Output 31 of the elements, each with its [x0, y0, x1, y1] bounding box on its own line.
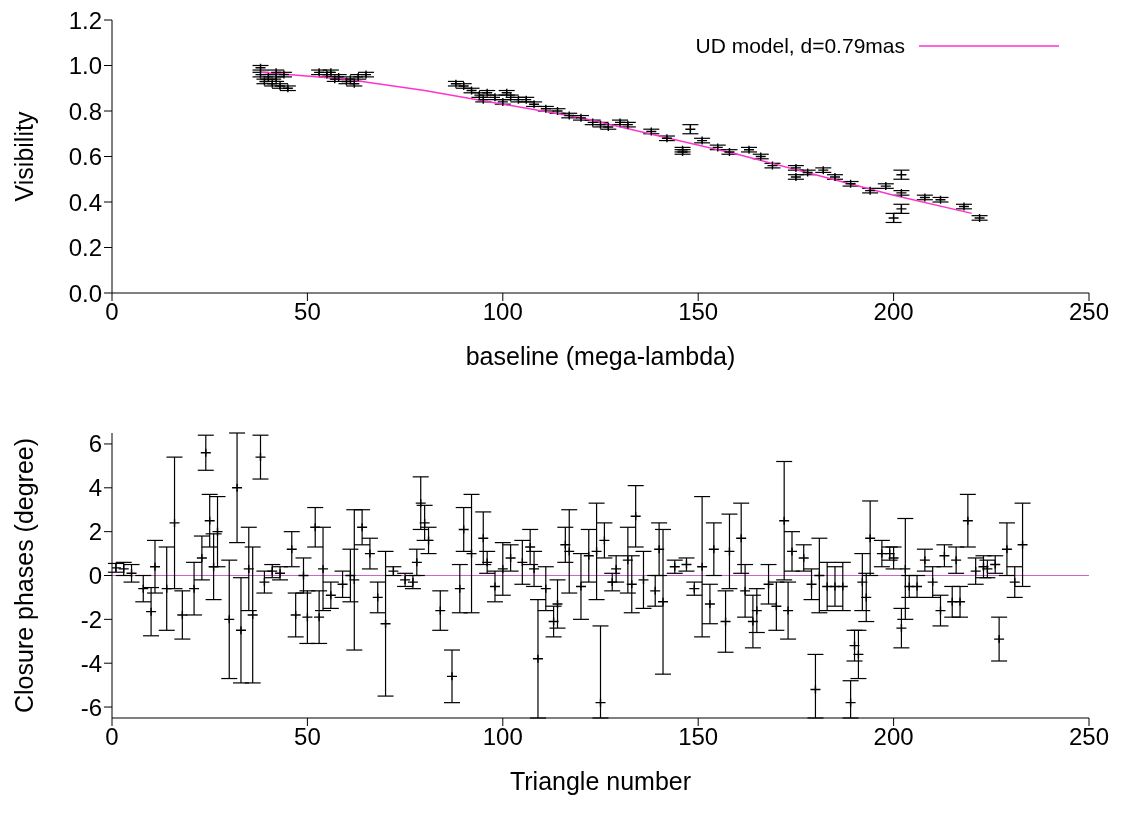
x-tick-label: 0 [105, 723, 119, 751]
y-tick-label: 0.4 [68, 188, 102, 216]
y-tick-label: 1.2 [68, 6, 102, 34]
x-tick-label: 150 [678, 723, 719, 751]
x-tick-label: 100 [482, 723, 523, 751]
x-tick-label: 50 [294, 723, 321, 751]
x-tick-label: 100 [482, 298, 523, 326]
x-axis-title: baseline (mega-lambda) [465, 342, 736, 370]
x-tick-label: 200 [873, 298, 914, 326]
x-axis-title: Triangle number [509, 767, 692, 795]
text: UD model, d=0.79mas [695, 34, 905, 58]
y-tick-label: 4 [88, 474, 102, 502]
x-tick-label: 150 [678, 298, 719, 326]
y-tick-label: 6 [88, 430, 102, 458]
y-tick-label: 2 [88, 518, 102, 546]
x-tick-label: 250 [1068, 298, 1110, 326]
x-tick-label: 50 [294, 298, 321, 326]
y-tick-label: 1.0 [68, 52, 102, 80]
y-tick-label: -4 [80, 649, 102, 677]
y-tick-label: 0.2 [68, 234, 102, 262]
x-tick-label: 200 [873, 723, 914, 751]
x-tick-label: 0 [105, 298, 119, 326]
y-tick-label: 0 [88, 562, 102, 590]
y-axis-title: Visibility [9, 111, 38, 202]
y-tick-label: 0.0 [68, 279, 102, 307]
y-tick-label: 0.8 [68, 97, 102, 125]
y-axis-title: Closure phases (degree) [9, 437, 38, 714]
y-tick-label: 0.6 [68, 143, 102, 171]
x-tick-label: 250 [1068, 723, 1110, 751]
y-tick-label: -6 [80, 693, 102, 721]
y-tick-label: -2 [80, 605, 102, 633]
